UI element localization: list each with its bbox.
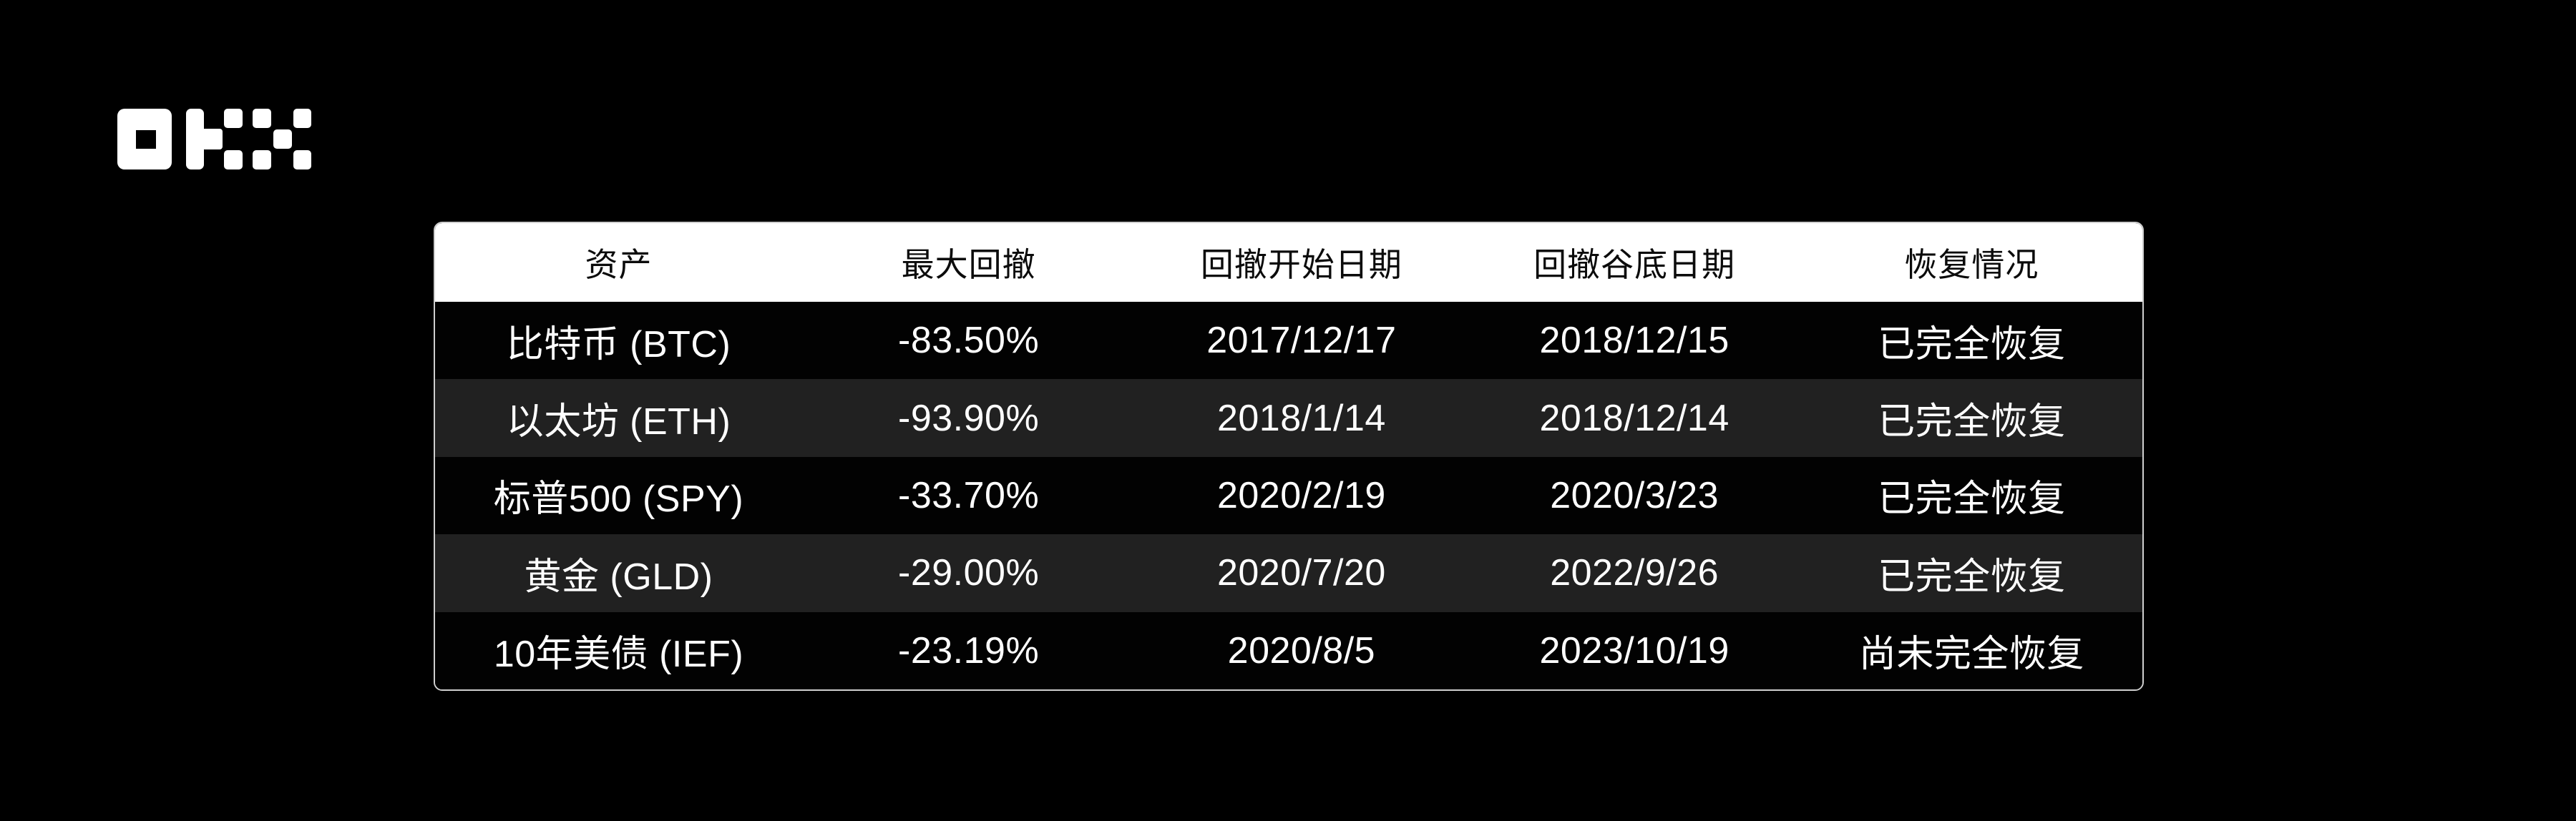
cell-trough-date: 2023/10/19 [1539,629,1729,672]
cell-start-date: 2017/12/17 [1206,320,1397,362]
table-row-gld: 黄金 (GLD) -29.00% 2020/7/20 2022/9/26 已完全… [435,534,2142,612]
column-header-recovery: 恢复情况 [1904,246,2039,283]
cell-trough-date: 2020/3/23 [1550,474,1719,516]
column-header-trough-date: 回撤谷底日期 [1533,246,1736,283]
table-row-eth: 以太坊 (ETH) -93.90% 2018/1/14 2018/12/14 已… [435,379,2142,457]
cell-recovery: 已完全恢复 [1878,401,2066,443]
cell-start-date: 2020/8/5 [1227,629,1376,672]
cell-start-date: 2020/2/19 [1216,474,1386,516]
cell-asset: 标普500 (SPY) [493,478,744,521]
cell-start-date: 2020/7/20 [1216,552,1386,594]
column-header-max-drawdown: 最大回撤 [901,246,1036,283]
cell-trough-date: 2018/12/14 [1539,397,1729,439]
cell-max-drawdown: -83.50% [898,320,1040,362]
cell-max-drawdown: -33.70% [898,474,1040,516]
cell-max-drawdown: -29.00% [898,552,1040,594]
cell-asset: 比特币 (BTC) [506,323,731,365]
cell-recovery: 已完全恢复 [1878,478,2066,521]
column-header-start-date: 回撤开始日期 [1200,246,1402,283]
cell-max-drawdown: -93.90% [898,397,1040,439]
column-header-asset: 资产 [585,246,653,283]
cell-max-drawdown: -23.19% [898,629,1040,672]
cell-asset: 10年美债 (IEF) [493,634,744,676]
okx-logo [117,109,311,169]
cell-trough-date: 2018/12/15 [1539,320,1729,362]
cell-recovery: 已完全恢复 [1878,556,2066,598]
table-row-ief: 10年美债 (IEF) -23.19% 2020/8/5 2023/10/19 … [435,611,2142,689]
table-header-row: 资产 最大回撤 回撤开始日期 回撤谷底日期 恢复情况 [435,223,2142,302]
drawdown-table: 资产 最大回撤 回撤开始日期 回撤谷底日期 恢复情况 比特币 (BTC) -83… [434,222,2144,691]
cell-recovery: 已完全恢复 [1878,323,2066,365]
table-row-spy: 标普500 (SPY) -33.70% 2020/2/19 2020/3/23 … [435,456,2142,535]
okx-logo-icon [117,109,311,169]
cell-recovery: 尚未完全恢复 [1858,634,2084,676]
cell-trough-date: 2022/9/26 [1550,552,1719,594]
cell-asset: 以太坊 (ETH) [506,401,731,443]
cell-asset: 黄金 (GLD) [524,556,713,598]
table-row-btc: 比特币 (BTC) -83.50% 2017/12/17 2018/12/15 … [435,302,2142,380]
cell-start-date: 2018/1/14 [1216,397,1386,439]
